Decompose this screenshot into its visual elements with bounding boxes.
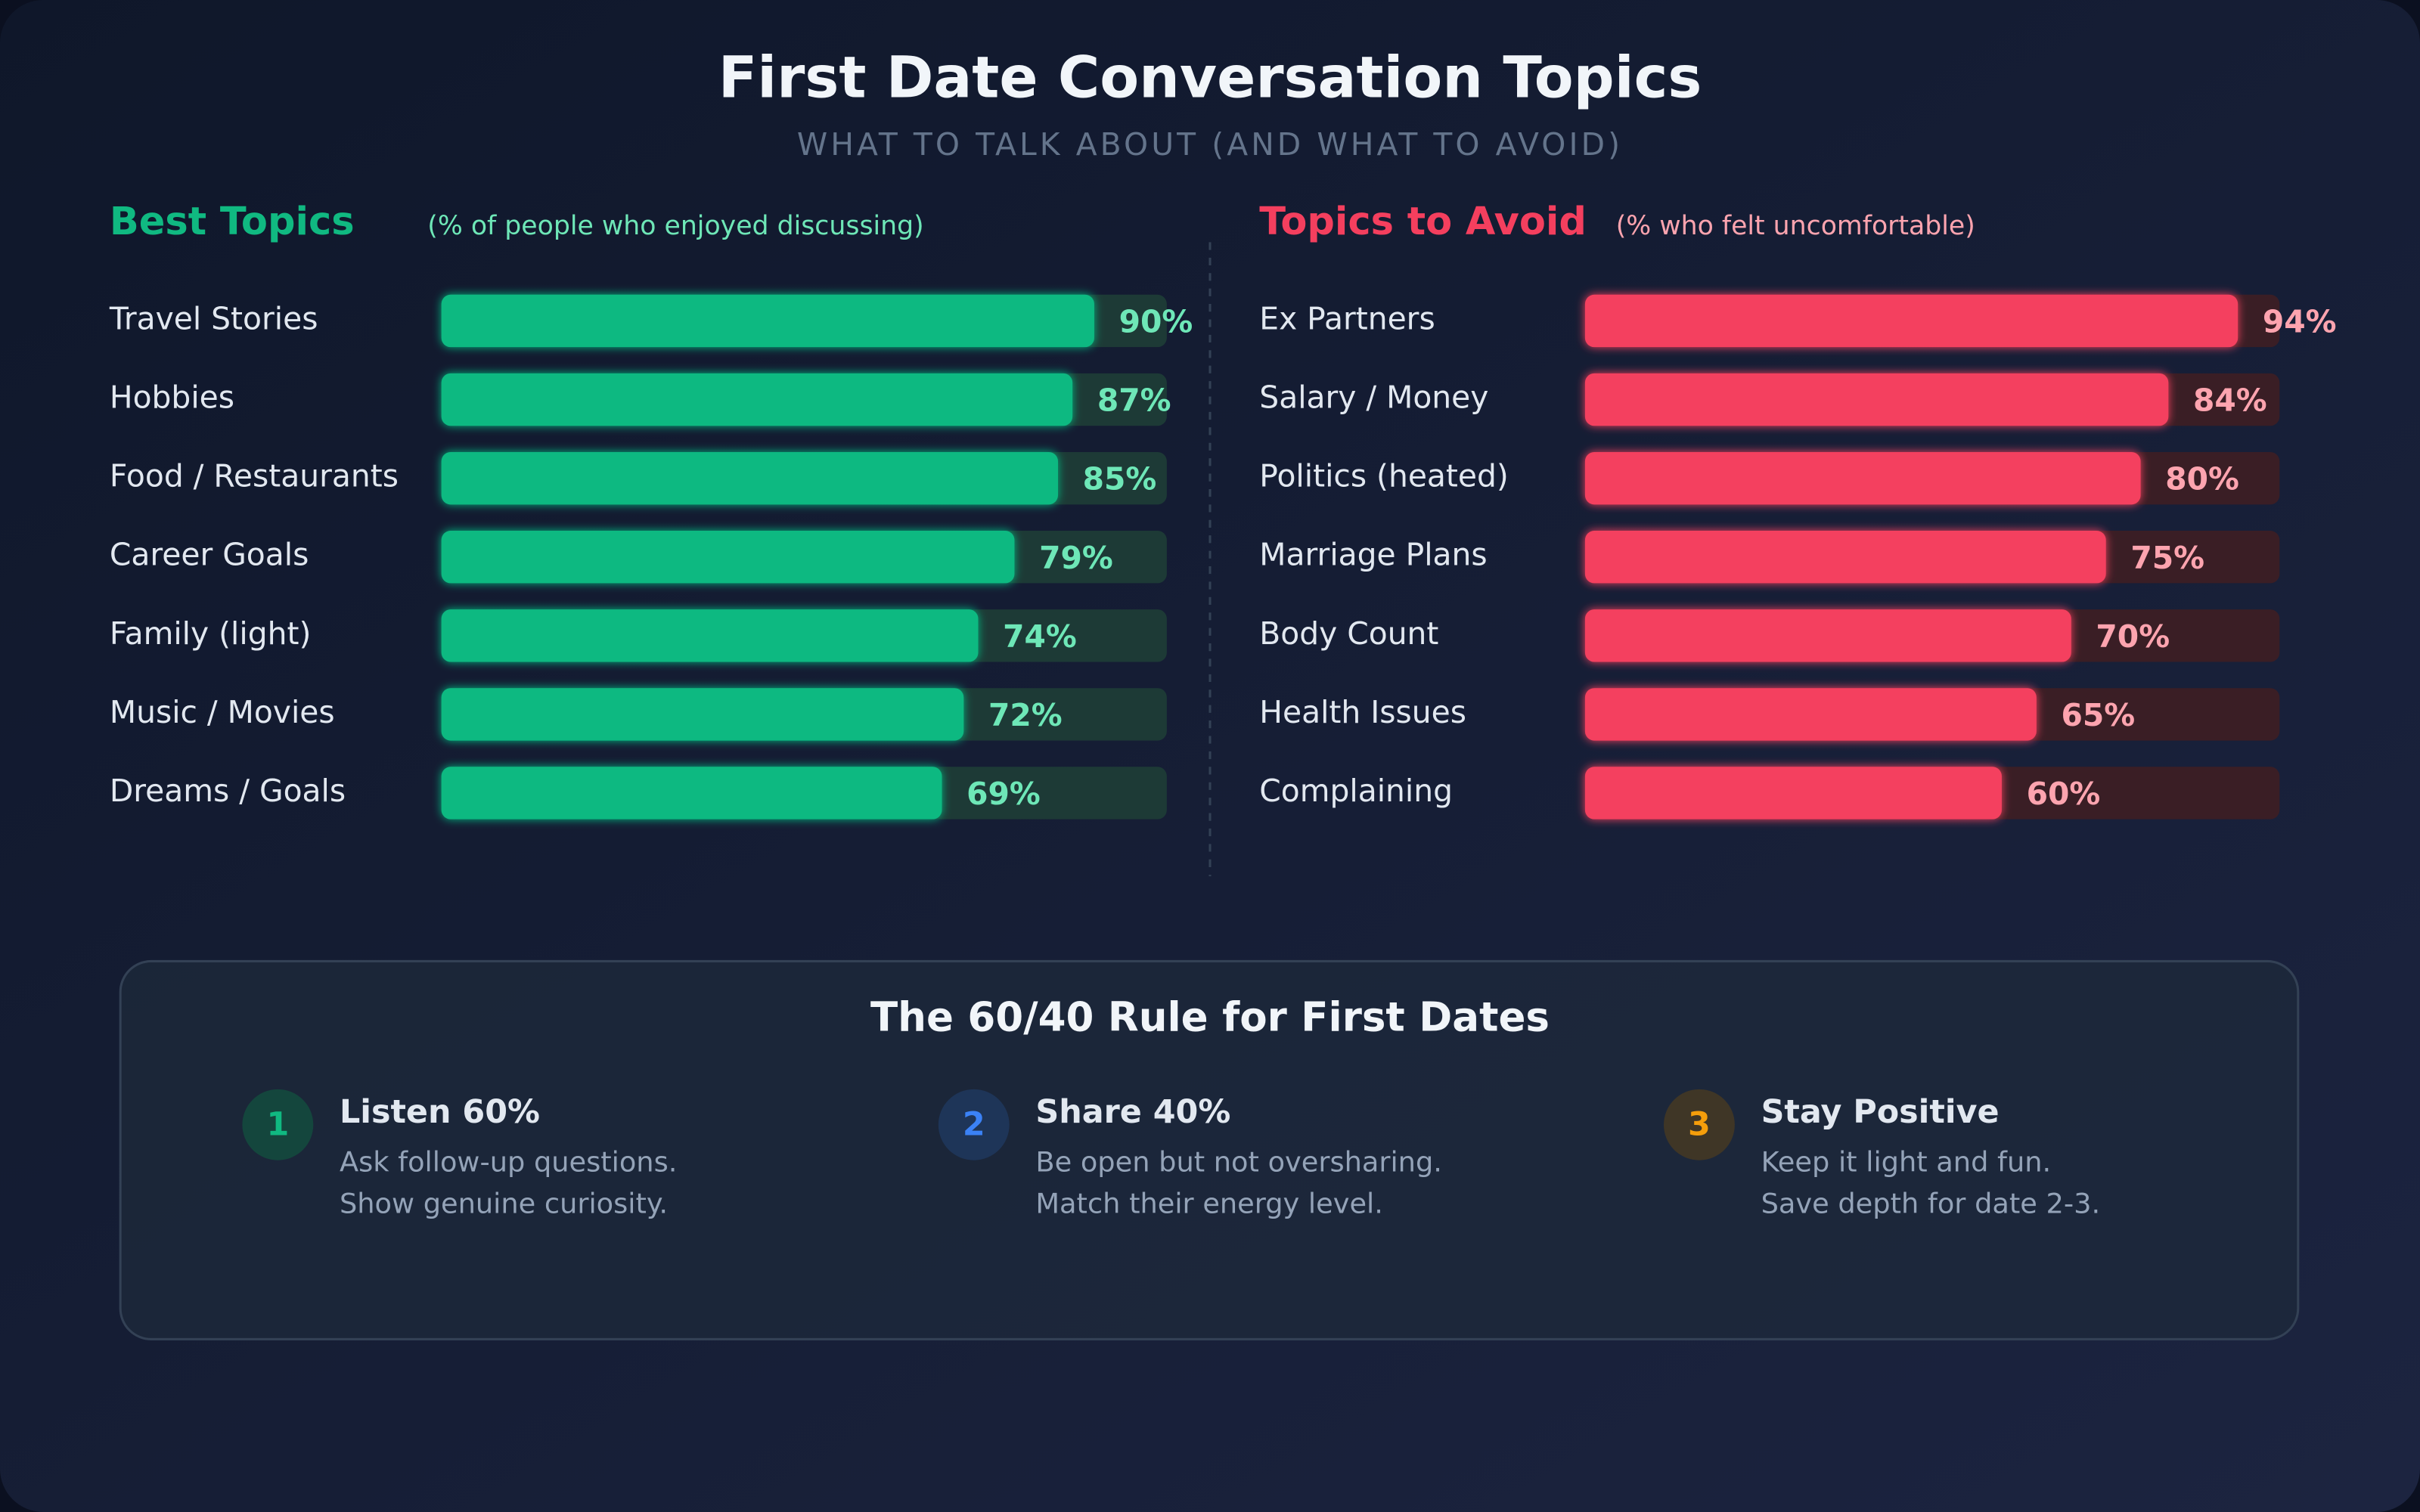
tips: 1 Listen 60% Ask follow-up questions. Show … (242, 1089, 2101, 1219)
value-label: 79% (1039, 540, 1113, 576)
rule-panel (119, 959, 2300, 1340)
tip-text: Save depth for date 2-3. (1761, 1187, 2101, 1219)
value-label: 94% (2263, 304, 2337, 340)
chart-subtitle: (% who felt uncomfortable) (1616, 211, 1975, 241)
tip-number: 2 (963, 1105, 985, 1143)
bar (441, 373, 1073, 426)
value-label: 84% (2193, 383, 2267, 419)
tip-text: Be open but not oversharing. (1035, 1145, 1442, 1178)
bar (1584, 373, 2169, 426)
bar (441, 688, 964, 741)
bar (441, 531, 1015, 584)
value-label: 74% (1003, 618, 1077, 655)
category-label: Dreams / Goals (110, 773, 346, 809)
value-label: 72% (988, 697, 1063, 733)
tip-badge (938, 1089, 1010, 1160)
value-label: 80% (2165, 461, 2239, 497)
tip-text: Keep it light and fun. (1761, 1145, 2052, 1178)
category-label: Health Issues (1259, 694, 1466, 730)
value-label: 69% (966, 776, 1041, 812)
value-label: 60% (2027, 776, 2101, 812)
bar (441, 294, 1094, 348)
tip-badge (242, 1089, 314, 1160)
category-label: Salary / Money (1259, 380, 1488, 416)
tip-number: 1 (266, 1105, 289, 1143)
category-label: Food / Restaurants (110, 458, 399, 494)
tip-badge (1664, 1089, 1735, 1160)
value-label: 85% (1083, 461, 1157, 497)
category-label: Body Count (1259, 615, 1438, 652)
category-label: Music / Movies (110, 694, 335, 730)
category-label: Politics (heated) (1259, 458, 1509, 494)
chart-title: Topics to Avoid (1259, 200, 1587, 244)
value-label: 90% (1119, 304, 1193, 340)
page-title: First Date Conversation Topics (718, 45, 1702, 111)
bar (441, 767, 942, 820)
value-label: 70% (2096, 618, 2170, 655)
category-label: Ex Partners (1259, 300, 1435, 336)
rule-title: The 60/40 Rule for First Dates (870, 994, 1550, 1041)
bar (1584, 531, 2106, 584)
tip-title: Stay Positive (1761, 1093, 2000, 1131)
value-label: 75% (2130, 540, 2204, 576)
charts: Best Topics (% of people who enjoyed disc… (109, 200, 2337, 820)
category-label: Career Goals (110, 537, 309, 573)
tip-text: Show genuine curiosity. (340, 1187, 668, 1219)
category-label: Marriage Plans (1259, 537, 1487, 573)
bar (441, 451, 1058, 505)
tip-text: Match their energy level. (1035, 1187, 1383, 1219)
bar (1584, 609, 2071, 662)
value-label: 87% (1097, 383, 1171, 419)
page-subtitle: WHAT TO TALK ABOUT (AND WHAT TO AVOID) (797, 126, 1623, 163)
category-label: Complaining (1259, 773, 1453, 809)
chart-title: Best Topics (110, 200, 355, 244)
category-label: Hobbies (110, 380, 234, 416)
bar (1584, 767, 2002, 820)
tip-text: Ask follow-up questions. (340, 1145, 677, 1178)
chart-subtitle: (% of people who enjoyed discussing) (427, 211, 923, 241)
category-label: Travel Stories (109, 300, 318, 336)
tip-title: Share 40% (1035, 1093, 1230, 1131)
category-label: Family (light) (110, 615, 312, 652)
value-label: 65% (2062, 697, 2136, 733)
bar (1584, 294, 2238, 348)
bar (1584, 451, 2141, 505)
bar (441, 609, 979, 662)
bar (1584, 688, 2037, 741)
tip-number: 3 (1688, 1105, 1711, 1143)
tip-title: Listen 60% (340, 1093, 540, 1131)
